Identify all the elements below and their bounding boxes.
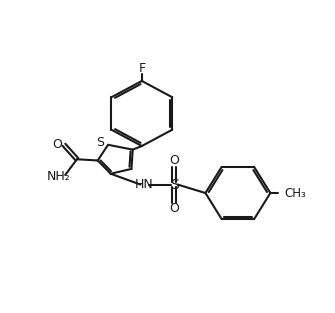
Text: NH₂: NH₂ xyxy=(47,170,71,183)
Text: S: S xyxy=(170,177,179,192)
Text: F: F xyxy=(138,62,145,75)
Text: CH₃: CH₃ xyxy=(285,187,307,199)
Text: O: O xyxy=(170,154,179,167)
Text: HN: HN xyxy=(135,178,154,191)
Text: O: O xyxy=(170,202,179,215)
Text: S: S xyxy=(96,136,104,149)
Text: O: O xyxy=(53,138,62,151)
